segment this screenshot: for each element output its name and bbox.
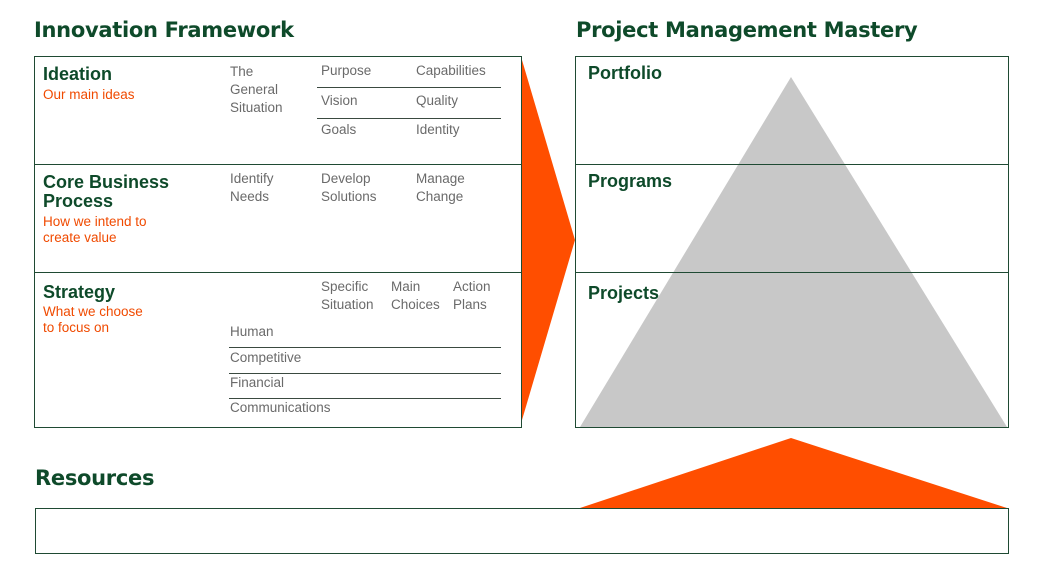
process-step: Identify Needs	[230, 171, 274, 204]
project-management-box	[575, 56, 1009, 428]
pyramid-triangle	[580, 77, 1007, 427]
section-divider	[34, 272, 522, 273]
strategy-row-label: Communications	[230, 400, 331, 415]
level-projects: Projects	[588, 283, 660, 303]
ideation-grid-cell: Capabilities	[416, 63, 486, 78]
ideation-grid-cell: Quality	[416, 93, 459, 108]
ideation-grid-cell: Vision	[321, 93, 358, 108]
general-situation-label: The General Situation	[230, 64, 283, 115]
core-business-process-title: Core Business Process	[43, 172, 170, 211]
strategy-row-label: Human	[230, 324, 274, 339]
innovation-framework-title: Innovation Framework	[34, 18, 294, 42]
strategy-title: Strategy	[43, 282, 116, 302]
resources-arrow	[580, 438, 1007, 508]
strategy-row-label: Competitive	[230, 350, 302, 365]
strategy-subtitle: What we choose to focus on	[43, 304, 143, 335]
ideation-grid-cell: Purpose	[321, 63, 372, 78]
strategy-column-header: Action Plans	[453, 279, 491, 312]
level-divider	[575, 272, 1009, 273]
section-divider	[34, 164, 522, 165]
strategy-column-header: Specific Situation	[321, 279, 374, 312]
strategy-row-label: Financial	[230, 375, 285, 390]
connector-arrow	[522, 60, 575, 420]
innovation-framework-box	[34, 56, 522, 428]
strategy-row-rule	[229, 347, 501, 348]
strategy-column-header: Main Choices	[391, 279, 440, 312]
resources-title: Resources	[35, 466, 155, 490]
ideation-subtitle: Our main ideas	[43, 87, 135, 102]
ideation-grid-cell: Identity	[416, 122, 460, 137]
grid-rule	[317, 87, 501, 88]
strategy-row-rule	[229, 373, 501, 374]
ideation-grid-cell: Goals	[321, 122, 357, 137]
strategy-row-rule	[229, 398, 501, 399]
core-business-process-subtitle: How we intend to create value	[43, 214, 147, 245]
level-divider	[575, 164, 1009, 165]
project-management-title: Project Management Mastery	[576, 18, 918, 42]
level-portfolio: Portfolio	[588, 63, 662, 83]
ideation-title: Ideation	[43, 64, 113, 84]
level-programs: Programs	[588, 171, 673, 191]
process-step: Develop Solutions	[321, 171, 377, 204]
process-step: Manage Change	[416, 171, 465, 204]
resources-box	[35, 508, 1009, 554]
grid-rule	[317, 118, 501, 119]
